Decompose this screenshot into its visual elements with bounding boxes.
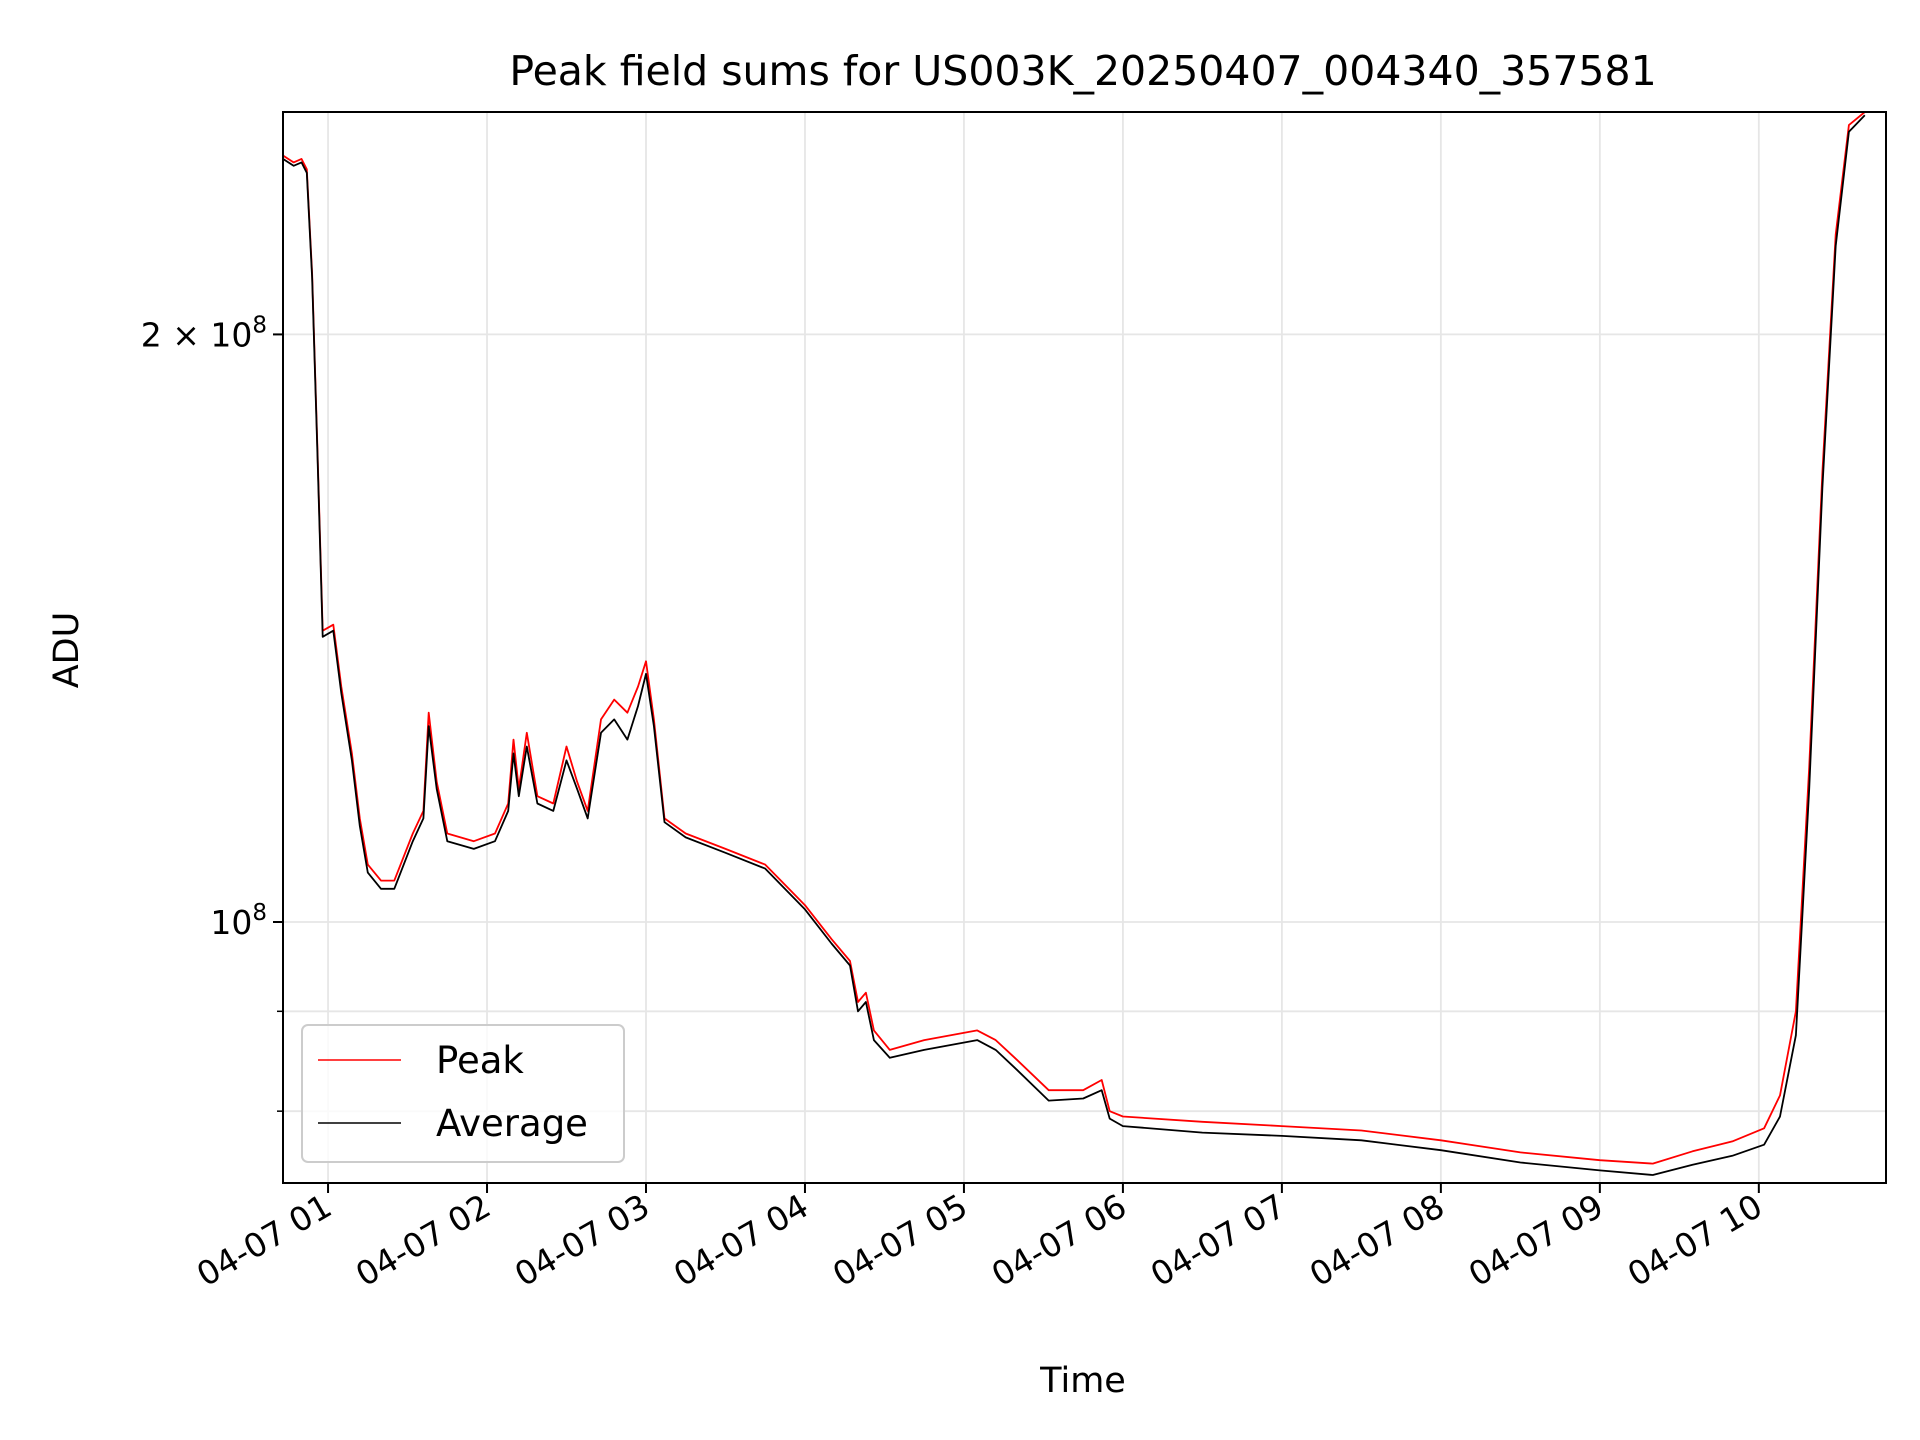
x-axis-title: Time [1039, 1361, 1126, 1401]
legend-label-average: Average [436, 1102, 588, 1145]
legend: Peak Average [301, 1024, 625, 1163]
grid [283, 112, 1886, 1183]
y-axis-title: ADU [47, 612, 87, 689]
series-layer [283, 112, 1866, 1176]
legend-label-peak: Peak [436, 1039, 524, 1082]
chart-title: Peak field sums for US003K_20250407_0043… [509, 47, 1656, 95]
plot-frame [282, 111, 1887, 1184]
series-line-average [283, 114, 1866, 1176]
y-tick-label: 2 × 108 [141, 312, 267, 354]
